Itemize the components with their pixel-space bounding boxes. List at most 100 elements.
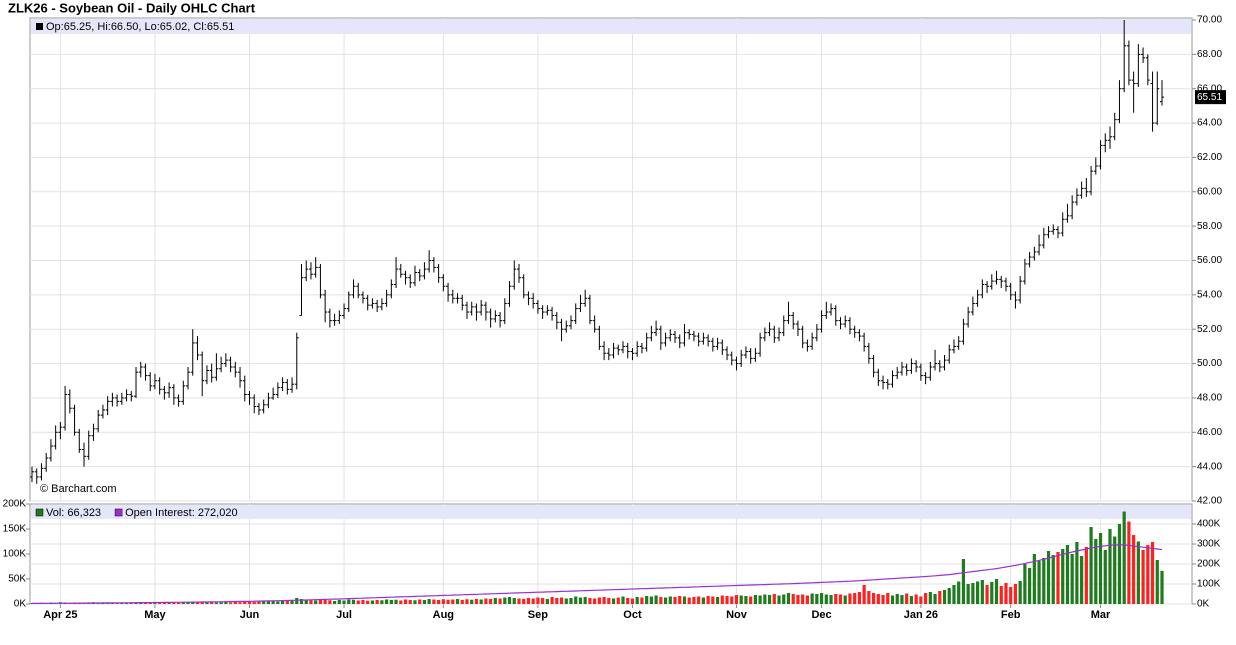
volume-bar (853, 593, 857, 604)
volume-bar (489, 599, 493, 604)
volume-bar (588, 598, 592, 604)
volume-bar (578, 597, 583, 604)
volume-bar (498, 598, 502, 604)
x-tick-label: Nov (726, 609, 748, 621)
volume-bar (370, 600, 375, 604)
x-tick-label: Oct (623, 609, 642, 621)
volume-bar (616, 597, 620, 604)
volume-bar (139, 603, 143, 604)
volume-bar (876, 594, 880, 604)
volume-bar (375, 600, 379, 604)
volume-bar (276, 601, 280, 604)
volume-bar (758, 595, 762, 604)
volume-bar (1094, 539, 1098, 604)
volume-bar (541, 598, 545, 604)
volume-bar (682, 596, 687, 604)
volume-bar (678, 596, 682, 604)
x-tick-label: Feb (1001, 609, 1021, 621)
volume-bar (890, 595, 895, 604)
volume-bar (205, 602, 209, 604)
y-tick-label: 46.00 (1197, 427, 1222, 438)
volume-bar (990, 582, 994, 604)
volume-bar (663, 597, 668, 604)
volume-bar (484, 598, 488, 604)
x-tick-label: May (144, 609, 166, 621)
legend-text: Vol: 66,323 (46, 507, 101, 519)
volume-bar (838, 594, 843, 604)
volume-bar (1122, 511, 1126, 604)
volume-bar (460, 600, 464, 604)
volume-bar (550, 597, 554, 604)
volume-bar (1028, 568, 1032, 604)
y-tick-label: 66.00 (1197, 83, 1222, 94)
volume-bar (172, 602, 176, 604)
volume-bar (347, 599, 351, 604)
volume-bar (564, 598, 568, 604)
y-tick-label: 150K (3, 524, 27, 535)
volume-bar (687, 597, 691, 604)
volume-bar (1004, 583, 1008, 604)
volume-bar (607, 598, 611, 604)
volume-bar (356, 600, 360, 604)
volume-bar (143, 602, 148, 604)
volume-bar (470, 599, 474, 604)
volume-bar (810, 593, 814, 604)
volume-bar (555, 598, 559, 604)
x-tick-label: Dec (811, 609, 831, 621)
volume-panel (29, 503, 1193, 605)
chart-title: ZLK26 - Soybean Oil - Daily OHLC Chart (8, 0, 256, 15)
volume-bar (195, 602, 200, 604)
volume-bar (266, 601, 271, 604)
volume-bar (942, 590, 947, 604)
volume-bar (725, 596, 729, 604)
volume-bar (167, 602, 171, 604)
volume-bar (1098, 533, 1103, 604)
volume-bar (309, 600, 313, 604)
volume-bar (701, 597, 705, 604)
volume-bar (952, 585, 956, 604)
volume-bar (1046, 551, 1051, 604)
volume-bar (153, 603, 157, 604)
volume-bar (834, 594, 838, 604)
volume-bar (418, 599, 422, 604)
volume-bar (753, 595, 757, 604)
volume-bar (441, 599, 445, 604)
volume-bar (522, 599, 526, 604)
volume-bar (1084, 547, 1088, 604)
volume-bar (673, 597, 677, 604)
volume-bar (971, 583, 975, 604)
volume-bar (593, 598, 597, 604)
y-tick-label: 68.00 (1197, 49, 1222, 60)
volume-bar (621, 596, 625, 604)
volume-bar (1056, 552, 1060, 604)
volume-bar (772, 594, 776, 604)
volume-bar (474, 599, 479, 604)
volume-bar (715, 597, 720, 604)
volume-bar (1160, 570, 1164, 604)
y-tick-label: 50.00 (1197, 358, 1222, 369)
x-tick-label: Jan 26 (904, 609, 938, 621)
volume-bar (749, 596, 753, 604)
volume-bar (512, 598, 516, 604)
volume-bar (1108, 529, 1112, 604)
volume-bar (801, 594, 805, 604)
volume-bar (252, 601, 256, 604)
volume-bar (659, 597, 663, 604)
price-panel (29, 17, 1193, 502)
y2-tick-label: 400K (1197, 519, 1221, 530)
volume-bar (1150, 542, 1155, 604)
y-tick-label: 62.00 (1197, 152, 1222, 163)
volume-bar (734, 595, 739, 604)
y-tick-label: 60.00 (1197, 186, 1222, 197)
volume-bar (597, 597, 601, 604)
volume-bar (720, 595, 724, 604)
volume-bar (1136, 541, 1140, 604)
volume-bar (871, 593, 876, 604)
volume-bar (569, 598, 573, 604)
y-tick-label: 200K (3, 499, 27, 510)
last-price-tag (1195, 90, 1226, 105)
volume-bar (394, 599, 398, 604)
volume-bar (361, 600, 365, 604)
volume-bar (559, 597, 564, 604)
volume-bar (767, 595, 772, 604)
